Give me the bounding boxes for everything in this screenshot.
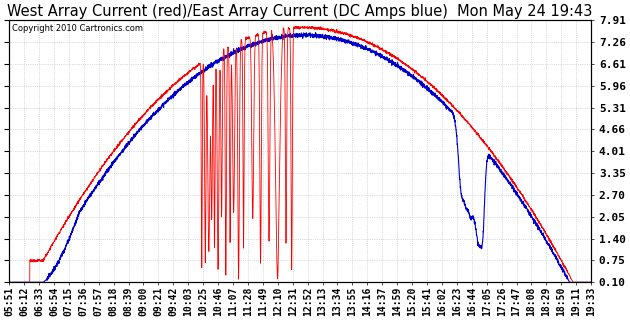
Title: West Array Current (red)/East Array Current (DC Amps blue)  Mon May 24 19:43: West Array Current (red)/East Array Curr… (8, 4, 593, 19)
Text: Copyright 2010 Cartronics.com: Copyright 2010 Cartronics.com (12, 24, 143, 33)
